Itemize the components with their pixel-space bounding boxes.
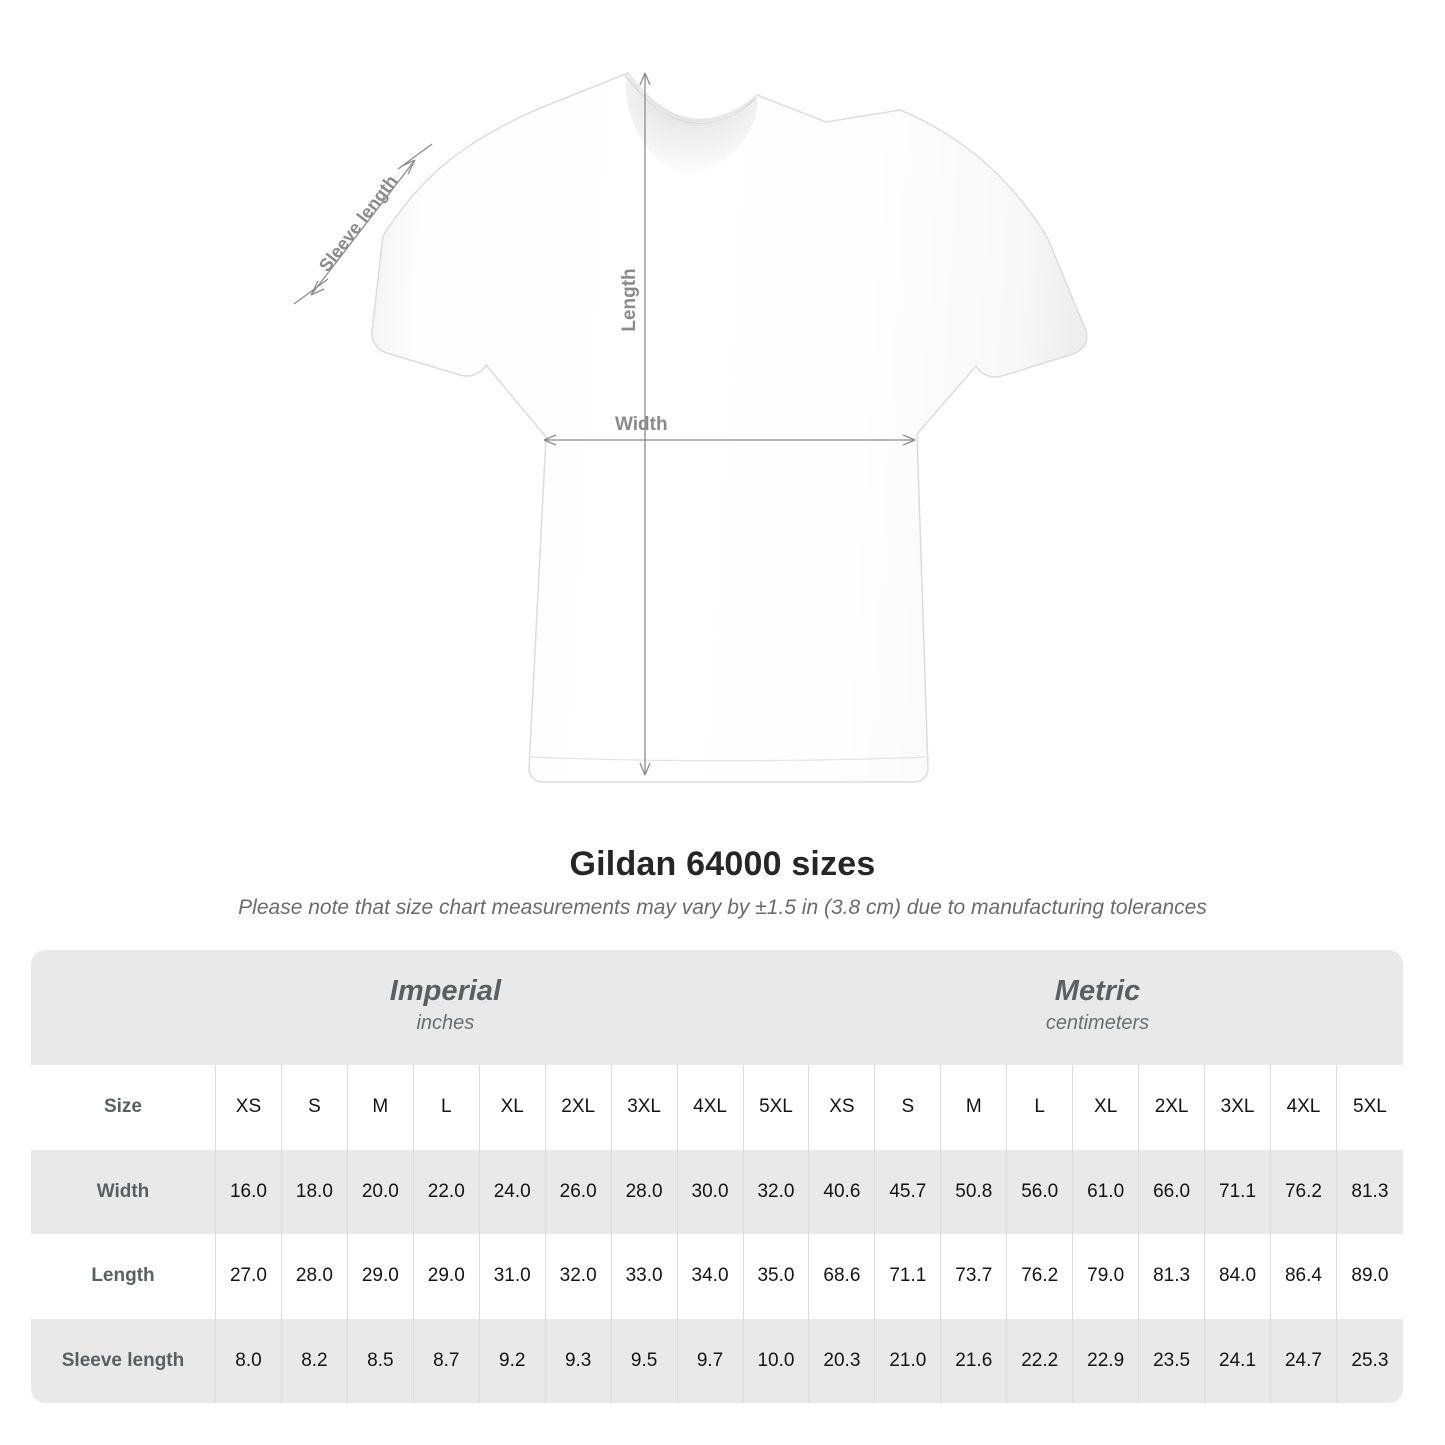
svg-text:Length: Length [619, 268, 640, 331]
svg-text:Width: Width [615, 414, 668, 435]
